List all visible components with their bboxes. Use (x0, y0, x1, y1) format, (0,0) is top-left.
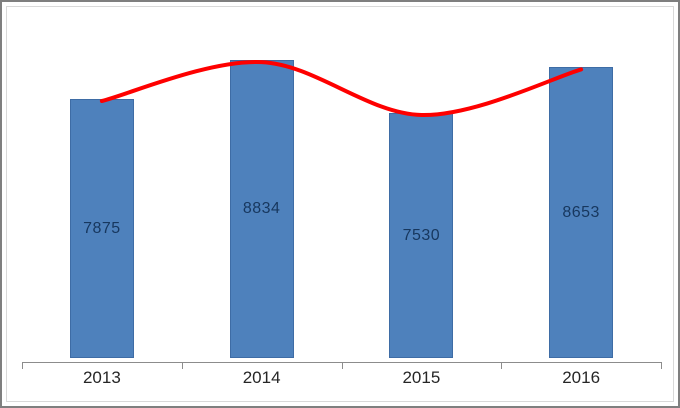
x-tick-label-2015: 2015 (402, 368, 441, 387)
x-tick-label-2013: 2013 (82, 368, 121, 387)
data-label-2016: 8653 (562, 203, 600, 221)
x-axis-tick (501, 362, 502, 369)
trend-line-path (99, 60, 584, 118)
x-axis-line (22, 362, 661, 363)
data-label-2015: 7530 (402, 226, 441, 244)
bar-2014: 8834 (229, 60, 294, 358)
bar-2015: 7530 (389, 113, 454, 358)
x-axis-tick (182, 362, 183, 369)
x-axis-tick (342, 362, 343, 369)
x-tick-label-2016: 2016 (562, 368, 601, 387)
x-axis-tick (661, 362, 662, 369)
data-label-2013: 7875 (83, 219, 121, 237)
x-axis-tick (22, 362, 23, 369)
bar-2016: 8653 (549, 67, 614, 358)
bar-2013: 7875 (69, 99, 134, 358)
x-tick-label-2014: 2014 (242, 368, 281, 387)
data-label-2014: 8834 (242, 200, 281, 217)
